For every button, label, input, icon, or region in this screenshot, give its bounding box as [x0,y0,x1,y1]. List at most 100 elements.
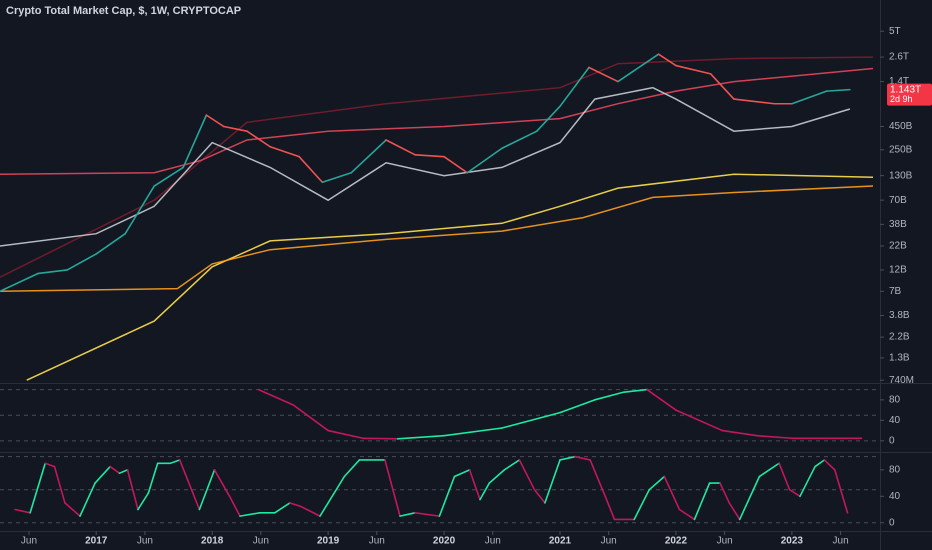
series-segment [788,488,801,498]
series-segment [604,495,616,521]
series-segment [617,53,660,83]
x-tick-label: Jun [485,536,501,547]
series-segment [319,475,346,517]
series-segment [239,512,261,517]
series-segment [443,155,469,174]
series-segment [756,434,793,440]
series-segment [646,388,677,411]
series-segment [758,462,780,478]
y-tick-label: 2.6T [889,52,909,63]
series-segment [147,462,159,494]
series-segment [178,459,201,511]
series-segment [501,411,561,429]
series-segment [350,139,387,174]
series-segment [833,469,849,514]
series-segment [321,171,353,184]
series-segment [246,130,271,148]
y-tick-label: 80 [889,465,901,476]
series-line [0,86,851,247]
series-segment [298,155,324,184]
series-segment [559,455,576,461]
series-segment [205,114,225,128]
series-segment [292,404,329,432]
y-tick-label: 38B [889,219,907,230]
series-segment [733,98,776,105]
series-segment [466,147,503,174]
y-tick-label: 1.4T [889,76,909,87]
y-tick-label: 0 [889,435,895,446]
y-tick-label: 22B [889,241,907,252]
countdown-label: 2d 9h [890,94,913,104]
last-value-label: 1.143T [890,84,921,95]
series-segment [362,437,399,440]
y-tick-label: 1.3B [889,353,910,364]
series-segment [622,388,648,393]
series-segment [559,399,596,414]
series-segment [66,253,98,271]
series-segment [468,469,481,501]
series-segment [533,488,546,504]
series-segment [257,388,295,406]
series-segment [109,465,121,474]
series-segment [657,53,677,67]
series-segment [289,502,302,508]
series-segment [825,88,851,92]
series-segment [503,459,521,471]
series-segment [443,427,503,437]
series-segment [118,469,129,474]
series-segment [384,459,401,517]
series-segment [95,232,127,255]
x-tick-label: Jun [717,536,733,547]
series-segment [299,505,321,517]
series-segment [79,482,96,517]
series-segment [126,469,139,511]
series-segment [438,475,456,517]
series-segment [675,64,712,75]
x-tick-label: 2023 [781,536,804,547]
series-segment [222,125,248,132]
series-segment [29,462,47,514]
y-tick-label: 2.2B [889,332,910,343]
series-segment [14,508,31,514]
series-segment [588,66,619,83]
series-segment [648,475,666,491]
series-segment [663,475,681,511]
y-tick-label: 740M [889,375,914,386]
series-segment [778,462,791,491]
series-segment [399,512,416,517]
series-segment [385,139,416,156]
series-segment [574,455,591,461]
y-tick-label: 70B [889,195,907,206]
last-value-box [887,83,932,106]
series-segment [678,508,696,521]
x-tick-label: Jun [21,536,37,547]
series-segment [273,502,291,514]
y-tick-label: 40 [889,491,901,502]
series-segment [589,459,607,498]
series-segment [343,459,361,478]
series-segment [269,145,300,158]
y-tick-label: 40 [889,415,901,426]
x-tick-label: 2020 [433,536,456,547]
series-segment [814,459,826,468]
series-segment [488,469,506,484]
series-segment [53,465,66,504]
y-tick-label: 80 [889,394,901,405]
series-segment [799,465,816,498]
x-tick-label: Jun [833,536,849,547]
series-segment [693,482,711,521]
series-segment [37,269,69,275]
series-segment [728,502,741,521]
y-tick-label: 7B [889,286,902,297]
x-tick-label: 2019 [317,536,340,547]
series-segment [791,90,828,105]
x-tick-label: Jun [601,536,617,547]
series-segment [0,272,40,293]
series-segment [228,495,241,517]
series-segment [327,429,364,440]
series-segment [633,488,651,521]
series-segment [94,465,111,484]
series-segment [544,459,561,504]
